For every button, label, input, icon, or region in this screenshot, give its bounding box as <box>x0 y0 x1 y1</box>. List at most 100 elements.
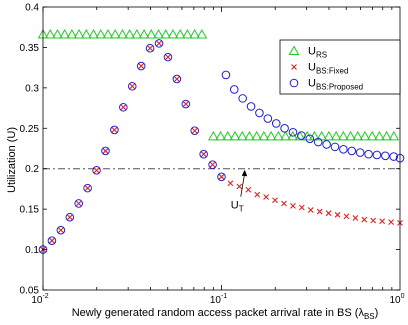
y-axis-label: Utilization (U) <box>6 127 18 193</box>
data-point-cross <box>307 207 314 213</box>
data-point-cross <box>227 180 234 187</box>
data-point-triangle <box>207 130 219 141</box>
annotation-arrow <box>240 172 246 197</box>
data-point-cross <box>120 104 127 111</box>
data-point-circle <box>47 236 57 245</box>
data-point-triangle <box>337 130 349 141</box>
data-point-cross <box>84 185 91 192</box>
data-point-triangle <box>95 28 107 39</box>
data-point-circle <box>238 94 247 103</box>
data-point-triangle <box>189 28 200 39</box>
data-point-circle <box>221 70 231 80</box>
series-circle <box>38 39 405 254</box>
data-point-circle <box>145 43 155 53</box>
data-point-circle <box>347 146 357 156</box>
annotation-label: UT <box>231 200 244 214</box>
data-point-circle <box>110 125 119 135</box>
data-point-cross <box>281 200 287 207</box>
y-tick-label: 0.4 <box>25 3 39 14</box>
data-point-triangle <box>280 130 291 141</box>
data-point-triangle <box>44 28 56 39</box>
data-point-cross <box>165 54 171 61</box>
data-point-triangle <box>182 28 193 39</box>
data-point-triangle <box>366 130 378 141</box>
data-point-triangle <box>381 130 392 141</box>
data-point-cross <box>263 194 270 200</box>
data-point-cross <box>218 173 225 180</box>
data-point-cross <box>298 204 305 211</box>
data-point-triangle <box>236 130 248 141</box>
data-point-cross <box>111 127 118 133</box>
legend-box <box>279 39 401 95</box>
data-point-circle <box>83 183 92 193</box>
data-point-circle <box>208 160 217 169</box>
y-tick-label: 0.15 <box>20 205 40 216</box>
data-point-cross <box>191 127 198 134</box>
data-point-circle <box>280 123 289 133</box>
data-point-cross <box>388 219 394 225</box>
legend-label: UBS:Fixed <box>308 62 348 76</box>
data-point-circle <box>56 225 66 235</box>
data-point-triangle <box>323 130 335 141</box>
data-point-circle <box>65 212 75 222</box>
data-point-cross <box>325 210 332 217</box>
data-point-triangle <box>215 130 226 141</box>
data-point-triangle <box>174 28 186 39</box>
data-point-circle <box>372 150 382 160</box>
data-point-cross <box>361 216 368 223</box>
data-point-triangle <box>160 28 172 39</box>
y-tick-label: 0.3 <box>25 83 39 94</box>
y-tick-label: 0.2 <box>25 164 39 175</box>
data-point-triangle <box>80 28 92 39</box>
data-point-triangle <box>153 28 164 39</box>
data-point-triangle <box>196 28 208 39</box>
data-point-circle <box>263 114 273 123</box>
x-tick-label: 10-1 <box>210 293 227 306</box>
data-point-cross <box>290 203 296 209</box>
legend-label: UBS:Proposed <box>308 78 363 92</box>
data-point-circle <box>271 119 281 128</box>
data-point-triangle <box>59 28 70 39</box>
data-point-circle <box>255 108 264 118</box>
data-point-cross <box>254 191 261 198</box>
legend: URS UBS:Fixed UBS:Proposed <box>279 39 401 95</box>
data-point-triangle <box>102 28 114 39</box>
x-tick-label: 100 <box>389 293 404 306</box>
data-point-triangle <box>229 130 241 141</box>
data-point-circle <box>246 102 256 111</box>
data-point-cross <box>49 237 55 244</box>
y-tick-label: 0.05 <box>20 286 40 297</box>
data-point-circle <box>92 166 101 175</box>
data-point-cross <box>209 161 216 168</box>
data-point-circle <box>355 148 365 157</box>
y-tick-label: 0.25 <box>20 124 40 135</box>
data-point-cross <box>316 208 323 215</box>
data-point-cross <box>147 45 153 52</box>
data-point-circle <box>389 152 399 161</box>
data-point-circle <box>127 81 137 91</box>
data-point-cross <box>236 183 243 190</box>
legend-marker-cross <box>291 64 297 70</box>
annotation-layer: UT <box>231 169 248 214</box>
data-point-circle <box>163 52 173 62</box>
data-point-cross <box>138 63 145 69</box>
data-point-triangle <box>330 130 342 141</box>
data-point-triangle <box>251 130 263 141</box>
data-point-triangle <box>167 28 179 39</box>
data-point-circle <box>364 149 373 159</box>
data-point-cross <box>93 167 100 174</box>
data-point-triangle <box>52 28 63 39</box>
data-point-cross <box>379 218 386 225</box>
data-point-circle <box>154 39 164 48</box>
data-point-cross <box>129 83 136 90</box>
data-point-circle <box>288 128 298 137</box>
data-point-triangle <box>258 130 270 141</box>
data-point-circle <box>199 149 208 159</box>
legend-label: URS <box>308 46 327 60</box>
data-point-cross <box>173 76 180 82</box>
data-point-triangle <box>88 28 99 39</box>
data-point-circle <box>217 172 226 182</box>
data-point-circle <box>172 74 182 84</box>
x-axis-label: Newly generated random access packet arr… <box>72 307 379 321</box>
legend-marker-triangle <box>288 45 300 55</box>
